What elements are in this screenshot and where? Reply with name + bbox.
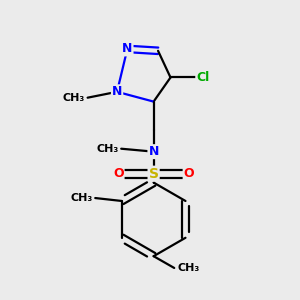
Text: N: N xyxy=(148,145,159,158)
Text: O: O xyxy=(113,167,124,180)
Text: CH₃: CH₃ xyxy=(96,144,118,154)
Text: CH₃: CH₃ xyxy=(177,263,200,273)
Text: N: N xyxy=(122,42,133,56)
Text: S: S xyxy=(148,167,159,181)
Text: Cl: Cl xyxy=(196,71,209,84)
Text: CH₃: CH₃ xyxy=(70,193,92,203)
Text: O: O xyxy=(184,167,194,180)
Text: CH₃: CH₃ xyxy=(62,93,85,103)
Text: N: N xyxy=(112,85,122,98)
